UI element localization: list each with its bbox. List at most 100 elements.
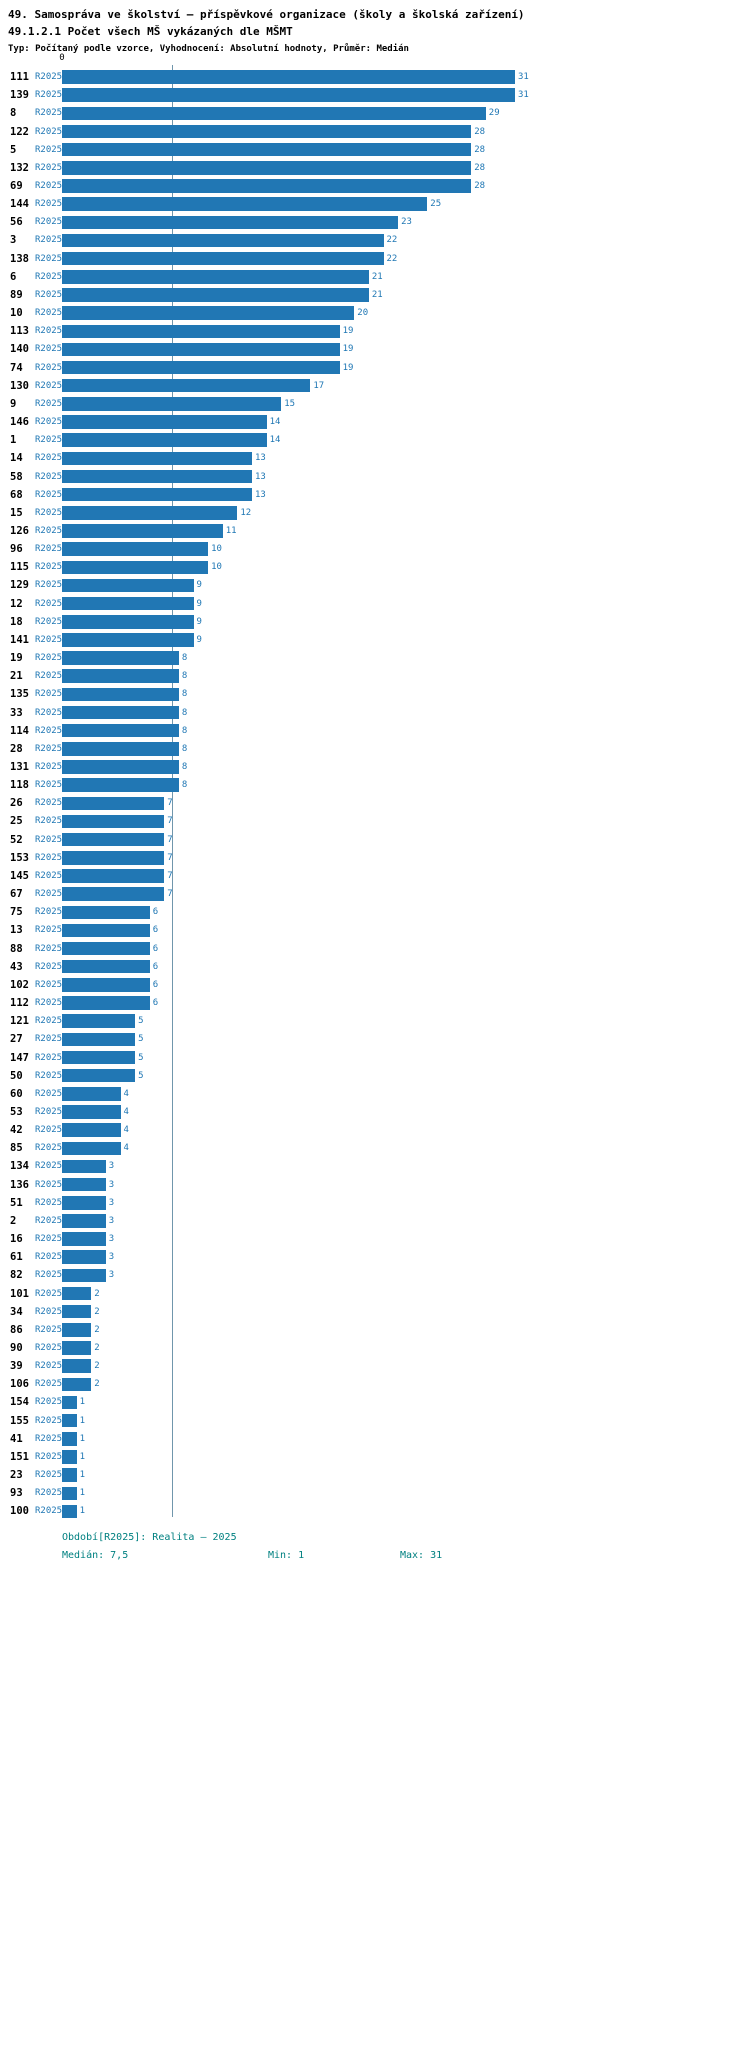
value-label: 15 <box>284 398 296 409</box>
series-label: R2025 <box>35 616 63 627</box>
series-label: R2025 <box>35 1288 63 1299</box>
bar-track: 23 <box>62 213 750 231</box>
bar-track: 2 <box>62 1357 750 1375</box>
value-label: 2 <box>94 1288 100 1299</box>
bar <box>62 342 340 357</box>
series-label: R2025 <box>35 1016 63 1027</box>
bar-track: 4 <box>62 1121 750 1139</box>
bar-row: 67 R2025 7 <box>0 885 750 903</box>
series-label: R2025 <box>35 90 63 101</box>
category-label: 39 <box>10 1360 23 1373</box>
series-label: R2025 <box>35 217 63 228</box>
bar-track: 2 <box>62 1303 750 1321</box>
bar <box>62 197 428 211</box>
bar-row: 130 R2025 17 <box>0 377 750 395</box>
series-label: R2025 <box>35 398 63 409</box>
bar <box>62 215 399 230</box>
series-label: R2025 <box>35 507 63 518</box>
bar-row: 43 R2025 6 <box>0 958 750 976</box>
bar-track: 9 <box>62 576 750 594</box>
bar-row: 27 R2025 5 <box>0 1030 750 1048</box>
bar-track: 9 <box>62 595 750 613</box>
series-label: R2025 <box>35 707 63 718</box>
category-label: 113 <box>10 325 29 338</box>
bar-track: 8 <box>62 722 750 740</box>
bar-row: 101 R2025 2 <box>0 1284 750 1302</box>
series-label: R2025 <box>35 598 63 609</box>
bar <box>62 524 223 538</box>
series-label: R2025 <box>35 380 63 391</box>
series-label: R2025 <box>35 816 63 827</box>
category-label: 93 <box>10 1487 23 1500</box>
category-label: 155 <box>10 1414 29 1427</box>
bar-row: 102 R2025 6 <box>0 976 750 994</box>
bar-track: 13 <box>62 449 750 467</box>
bar-track: 1 <box>62 1412 750 1430</box>
bar-row: 3 R2025 22 <box>0 231 750 249</box>
bar-row: 52 R2025 7 <box>0 831 750 849</box>
bar <box>62 1323 92 1337</box>
bar-track: 2 <box>62 1284 750 1302</box>
series-label: R2025 <box>35 852 63 863</box>
value-label: 5 <box>138 1052 144 1063</box>
category-label: 88 <box>10 942 23 955</box>
bar <box>62 1014 136 1028</box>
category-label: 58 <box>10 470 23 483</box>
value-label: 1 <box>79 1451 86 1462</box>
series-label: R2025 <box>35 1252 63 1263</box>
footer-median: Medián: 7,5 <box>62 1550 129 1561</box>
bar-track: 14 <box>62 431 750 449</box>
category-label: 9 <box>10 397 17 410</box>
category-label: 121 <box>10 1015 29 1028</box>
bar-row: 113 R2025 19 <box>0 322 750 340</box>
bar <box>62 1068 136 1083</box>
bar <box>62 996 150 1010</box>
bar <box>62 306 355 320</box>
value-label: 3 <box>108 1252 115 1263</box>
category-label: 101 <box>10 1287 29 1300</box>
series-label: R2025 <box>35 1415 63 1426</box>
bar-track: 7 <box>62 794 750 812</box>
bar <box>62 669 179 683</box>
value-label: 28 <box>474 162 486 173</box>
value-label: 2 <box>94 1324 100 1335</box>
series-label: R2025 <box>35 1070 63 1081</box>
bar-track: 5 <box>62 1048 750 1066</box>
bar-row: 26 R2025 7 <box>0 794 750 812</box>
bar-track: 7 <box>62 885 750 903</box>
bar-track: 14 <box>62 413 750 431</box>
category-label: 52 <box>10 833 23 846</box>
bar <box>62 1141 121 1156</box>
category-label: 12 <box>10 597 23 610</box>
series-label: R2025 <box>35 889 63 900</box>
bar-track: 8 <box>62 758 750 776</box>
bar <box>62 1214 106 1228</box>
series-label: R2025 <box>35 1343 63 1354</box>
bar-track: 21 <box>62 286 750 304</box>
bar <box>62 651 179 665</box>
category-label: 151 <box>10 1450 29 1463</box>
series-label: R2025 <box>35 689 63 700</box>
bar <box>62 1395 77 1410</box>
bar-row: 53 R2025 4 <box>0 1103 750 1121</box>
bar <box>62 324 340 339</box>
bar-row: 136 R2025 3 <box>0 1176 750 1194</box>
category-label: 1 <box>10 434 17 447</box>
bar-track: 10 <box>62 558 750 576</box>
category-label: 86 <box>10 1323 23 1336</box>
value-label: 5 <box>138 1016 144 1027</box>
series-label: R2025 <box>35 1088 63 1099</box>
value-label: 3 <box>108 1179 115 1190</box>
bar <box>62 1032 136 1047</box>
bar-row: 140 R2025 19 <box>0 340 750 358</box>
bar-row: 82 R2025 3 <box>0 1266 750 1284</box>
value-label: 22 <box>386 235 398 246</box>
series-label: R2025 <box>35 979 63 990</box>
value-label: 6 <box>152 998 159 1009</box>
bar-row: 141 R2025 9 <box>0 631 750 649</box>
series-label: R2025 <box>35 253 63 264</box>
value-label: 9 <box>196 580 202 591</box>
value-label: 20 <box>357 308 369 319</box>
bar <box>62 832 165 847</box>
